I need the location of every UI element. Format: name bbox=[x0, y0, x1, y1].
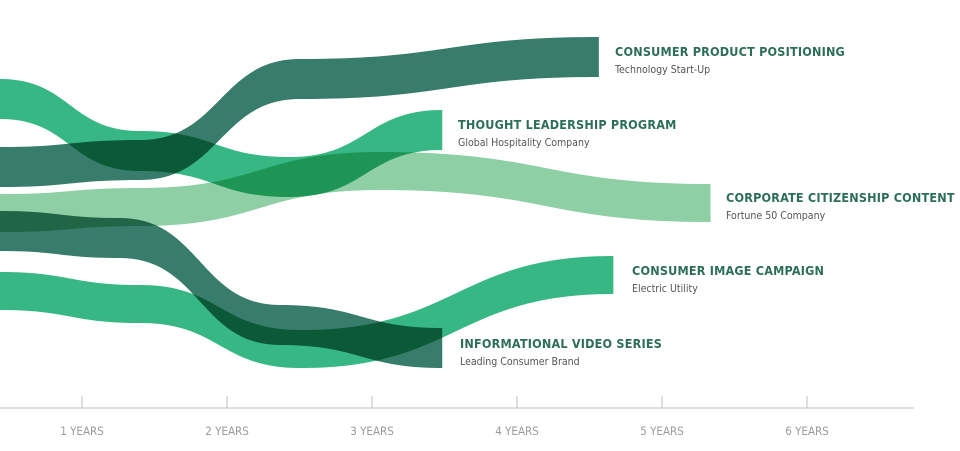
series-subtitle: Electric Utility bbox=[632, 283, 698, 295]
x-tick-label: 6 YEARS bbox=[785, 424, 829, 438]
ribbons bbox=[0, 37, 711, 368]
series-title: CONSUMER IMAGE CAMPAIGN bbox=[632, 263, 824, 278]
series-title: CORPORATE CITIZENSHIP CONTENT bbox=[726, 190, 955, 205]
x-tick-label: 5 YEARS bbox=[640, 424, 684, 438]
x-tick-label: 4 YEARS bbox=[495, 424, 539, 438]
x-axis: 1 YEARS 2 YEARS 3 YEARS 4 YEARS 5 YEARS 6 YEA… bbox=[0, 396, 914, 438]
x-tick-label: 2 YEARS bbox=[205, 424, 249, 438]
series-title: INFORMATIONAL VIDEO SERIES bbox=[460, 336, 662, 351]
series-subtitle: Global Hospitality Company bbox=[458, 137, 590, 149]
x-tick-label: 1 YEARS bbox=[60, 424, 104, 438]
series-title: THOUGHT LEADERSHIP PROGRAM bbox=[458, 117, 677, 132]
ribbon-consumer-product-positioning bbox=[0, 37, 599, 187]
ribbon-informational-video-series bbox=[0, 211, 443, 368]
series-subtitle: Leading Consumer Brand bbox=[460, 356, 580, 368]
ribbon-corporate-citizenship-content bbox=[0, 152, 711, 232]
series-labels: CORPORATE CITIZENSHIP CONTENT Fortune 50 … bbox=[458, 44, 955, 368]
series-subtitle: Fortune 50 Company bbox=[726, 210, 826, 222]
series-title: CONSUMER PRODUCT POSITIONING bbox=[615, 44, 845, 59]
ribbon-thought-leadership-program bbox=[0, 79, 443, 197]
series-subtitle: Technology Start-Up bbox=[614, 64, 710, 76]
x-tick-label: 3 YEARS bbox=[350, 424, 394, 438]
